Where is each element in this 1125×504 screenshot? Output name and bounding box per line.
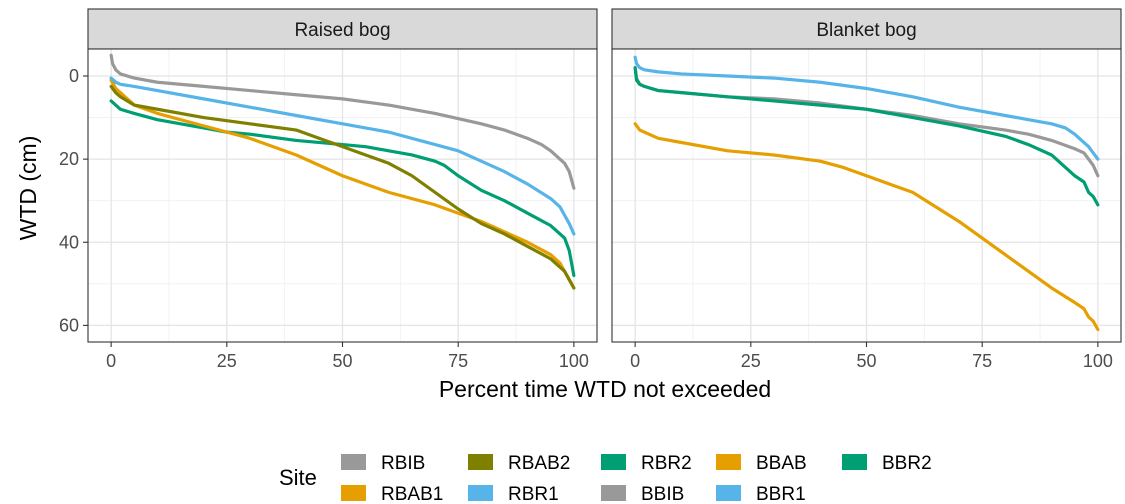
x-tick-label: 25 — [217, 351, 237, 371]
x-tick-label: 50 — [332, 351, 352, 371]
x-tick-label: 100 — [1083, 351, 1113, 371]
legend-item-bbr2: BBR2 — [842, 453, 932, 474]
x-tick-label: 0 — [106, 351, 116, 371]
panel-raised-bog: Raised bog 0 25 50 75 100 0 20 40 60 — [59, 8, 598, 371]
x-tick-label: 100 — [559, 351, 589, 371]
series-line-rbib — [109, 53, 576, 190]
series-line-rbr2 — [109, 99, 576, 278]
legend-swatch — [341, 454, 366, 470]
series-line-rbab2 — [109, 84, 576, 290]
legend-label: RBAB2 — [508, 453, 570, 474]
x-axis-title: Percent time WTD not exceeded — [439, 376, 771, 402]
y-axis-title: WTD (cm) — [15, 136, 41, 241]
legend-swatch — [468, 485, 493, 501]
legend-item-bbr1: BBR1 — [716, 484, 806, 504]
legend-label: RBR2 — [641, 453, 692, 474]
legend-title: Site — [279, 465, 317, 490]
x-tick-label: 0 — [630, 351, 640, 371]
legend-label: BBR2 — [882, 453, 932, 474]
strip-background — [87, 8, 598, 50]
legend-item-rbr1: RBR1 — [468, 484, 559, 504]
series-line-rbr1 — [109, 76, 576, 236]
gridlines — [88, 49, 597, 342]
x-tick-label: 50 — [856, 351, 876, 371]
legend-swatch — [601, 454, 626, 470]
legend-swatch — [468, 454, 493, 470]
x-axis: 0 25 50 75 100 — [106, 342, 589, 371]
series-line-bbr2 — [633, 66, 1100, 207]
legend-swatch — [716, 485, 741, 501]
y-tick-label: 60 — [59, 315, 79, 335]
y-axis: 0 20 40 60 — [59, 66, 88, 335]
legend-swatch — [341, 485, 366, 501]
x-tick-label: 75 — [972, 351, 992, 371]
legend-swatch — [716, 454, 741, 470]
legend-item-rbab1: RBAB1 — [341, 484, 443, 504]
series-line-bbr1 — [633, 55, 1100, 161]
series-line-bbab — [633, 122, 1100, 332]
x-axis: 0 25 50 75 100 — [630, 342, 1113, 371]
legend-swatch — [842, 454, 867, 470]
series-lines — [633, 55, 1100, 332]
legend-label: RBAB1 — [381, 484, 443, 504]
strip-title: Raised bog — [294, 20, 390, 41]
x-tick-label: 75 — [448, 351, 468, 371]
legend-item-rbab2: RBAB2 — [468, 453, 570, 474]
y-tick-label: 0 — [69, 66, 79, 86]
x-tick-label: 25 — [741, 351, 761, 371]
legend-swatch — [601, 485, 626, 501]
legend-item-rbib: RBIB — [341, 453, 425, 474]
series-lines — [109, 53, 576, 290]
panels: Raised bog 0 25 50 75 100 0 20 40 60 Blanket bog 0 2… — [59, 8, 1122, 371]
strip-title: Blanket bog — [816, 20, 916, 41]
legend-label: BBR1 — [756, 484, 806, 504]
legend-label: BBAB — [756, 453, 807, 474]
legend-label: RBIB — [381, 453, 425, 474]
panel-blanket-bog: Blanket bog 0 25 50 75 100 — [611, 8, 1122, 371]
legend-item-bbib: BBIB — [601, 484, 684, 504]
legend: Site RBIB RBAB1 RBAB2 RBR1 RBR2 BBIB BBAB BBR1 B… — [279, 453, 932, 504]
y-tick-label: 40 — [59, 232, 79, 252]
strip-background — [611, 8, 1122, 50]
legend-label: BBIB — [641, 484, 684, 504]
legend-item-bbab: BBAB — [716, 453, 807, 474]
legend-label: RBR1 — [508, 484, 559, 504]
y-tick-label: 20 — [59, 149, 79, 169]
legend-item-rbr2: RBR2 — [601, 453, 692, 474]
